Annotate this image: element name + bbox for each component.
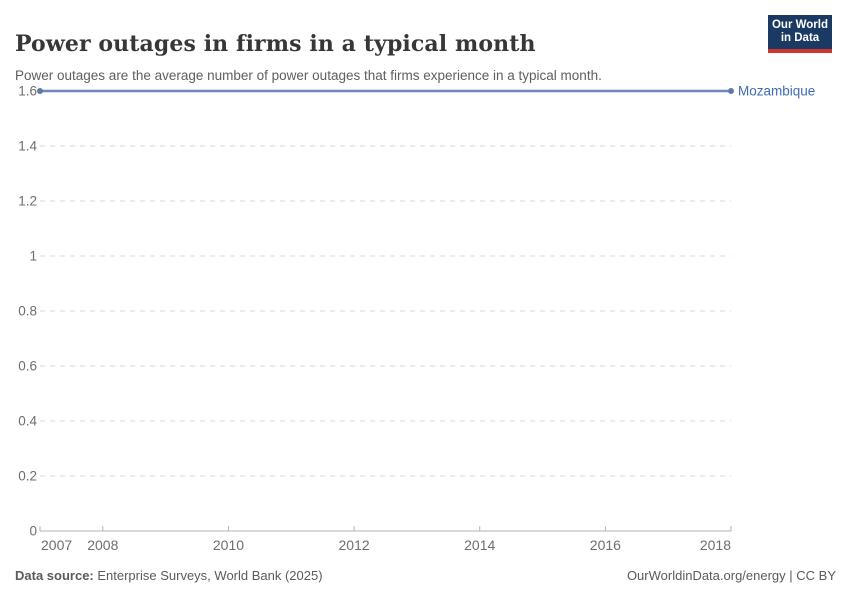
x-axis-tick-label: 2008 xyxy=(87,537,118,553)
series-endpoint-marker[interactable] xyxy=(728,88,734,94)
y-axis-tick-label: 1 xyxy=(29,249,37,264)
series-endpoint-marker[interactable] xyxy=(37,88,43,94)
y-axis-tick-label: 1.6 xyxy=(18,84,37,99)
owid-logo-line2: in Data xyxy=(780,32,820,44)
chart-title: Power outages in firms in a typical mont… xyxy=(15,30,536,57)
y-axis-tick-label: 0.2 xyxy=(18,469,37,484)
owid-logo[interactable]: Our World in Data xyxy=(768,15,832,53)
y-axis-tick-label: 1.2 xyxy=(18,194,37,209)
series-label-mozambique[interactable]: Mozambique xyxy=(738,84,815,99)
datasource-value: Enterprise Surveys, World Bank (2025) xyxy=(93,568,323,583)
y-axis-tick-label: 1.4 xyxy=(18,139,37,154)
datasource-label: Data source: xyxy=(15,568,94,583)
x-axis-tick-label: 2012 xyxy=(339,537,370,553)
x-axis-tick-label: 2007 xyxy=(41,537,72,553)
chart-subtitle: Power outages are the average number of … xyxy=(15,67,602,83)
y-axis-tick-label: 0.4 xyxy=(18,414,37,429)
y-axis-tick-label: 0.8 xyxy=(18,304,37,319)
credit-link[interactable]: OurWorldinData.org/energy | CC BY xyxy=(626,568,836,583)
y-axis-tick-label: 0.6 xyxy=(18,359,37,374)
datasource-note: Data source: Enterprise Surveys, World B… xyxy=(15,568,323,584)
y-axis-tick-label: 0 xyxy=(29,524,37,539)
x-axis-tick-label: 2016 xyxy=(590,537,621,553)
x-axis-tick-label: 2010 xyxy=(213,537,244,553)
x-axis-tick-label: 2018 xyxy=(700,537,731,553)
x-axis-tick-label: 2014 xyxy=(464,537,495,553)
owid-logo-line1: Our World xyxy=(771,19,828,31)
